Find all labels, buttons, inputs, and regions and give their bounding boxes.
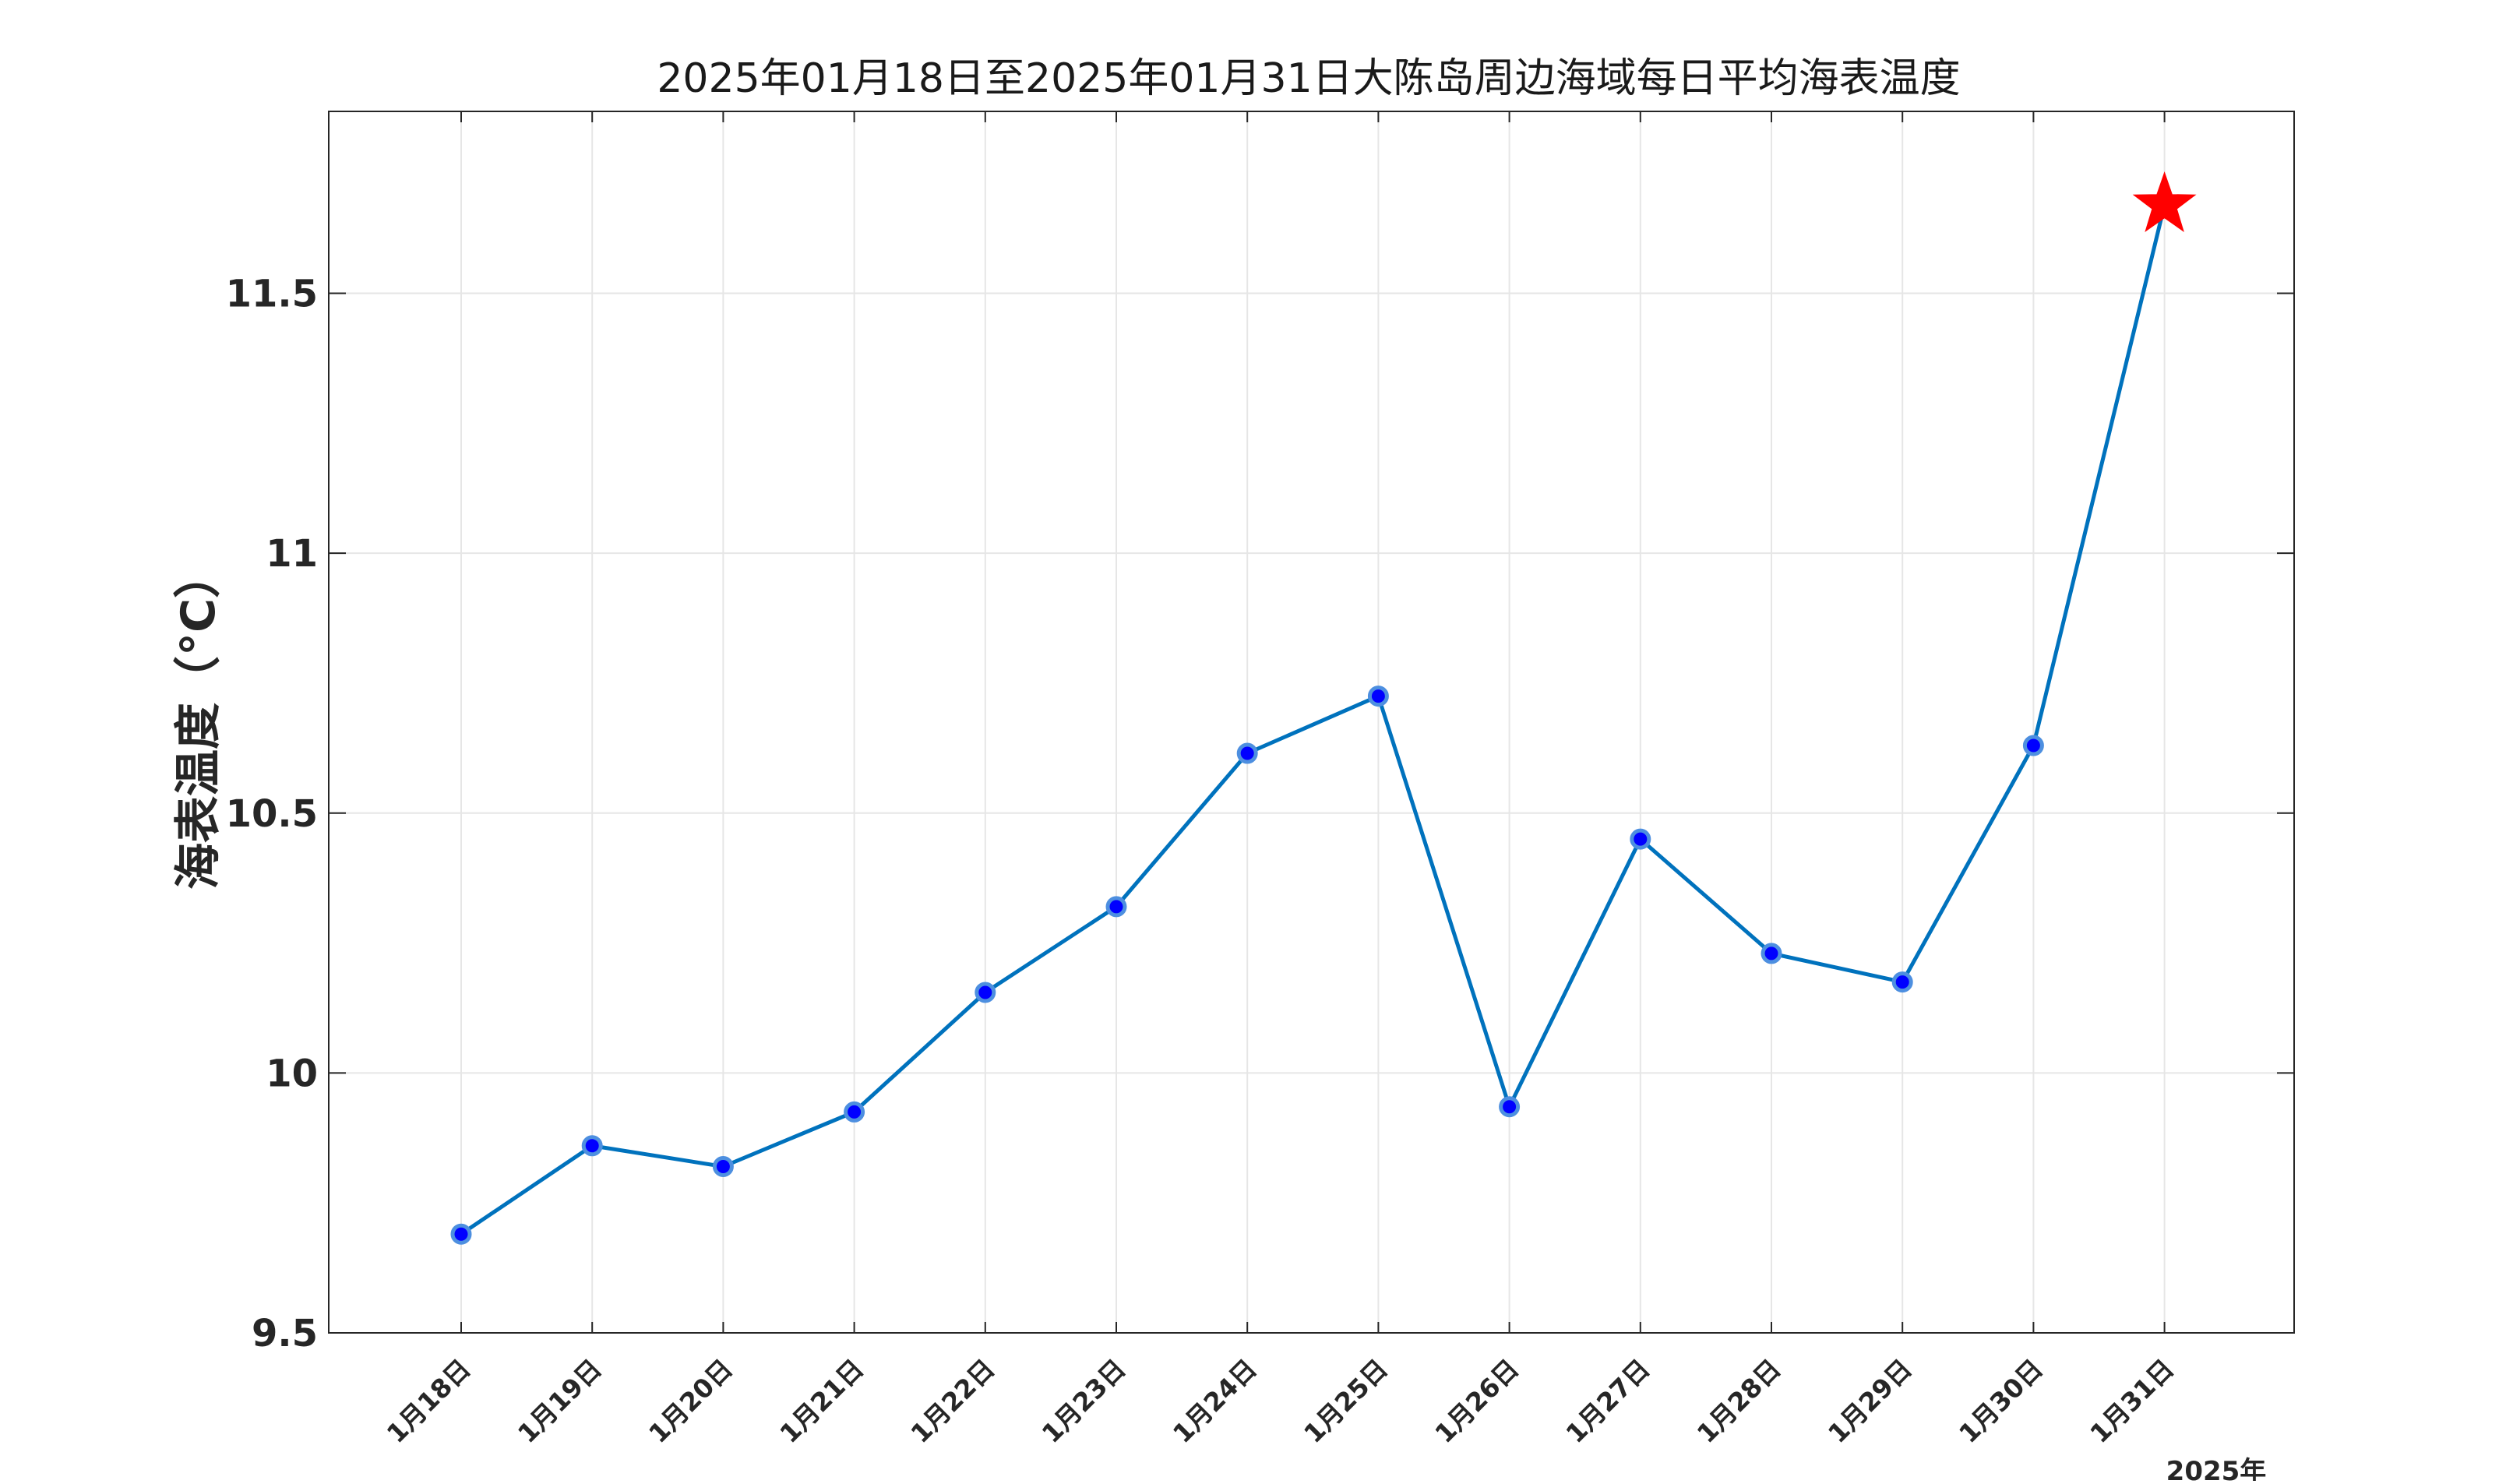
data-point	[975, 982, 996, 1003]
data-point	[1105, 896, 1127, 918]
data-point	[712, 1155, 734, 1177]
series-line	[459, 203, 2167, 1236]
y-tick-label: 10	[266, 1052, 318, 1095]
data-point	[450, 1223, 472, 1245]
data-point	[1367, 686, 1389, 707]
y-tick-label: 10.5	[226, 792, 318, 836]
data-point	[1761, 943, 1782, 964]
data-point	[1891, 971, 1913, 993]
series-line-path	[459, 203, 2167, 1236]
data-point	[2022, 735, 2044, 756]
y-tick-label: 11.5	[226, 273, 318, 316]
data-point	[581, 1135, 603, 1157]
y-tick-label: 11	[266, 532, 318, 576]
series-markers	[450, 171, 2197, 1245]
y-axis-label: 海表温度（°C）	[171, 552, 226, 890]
chart-title: 2025年01月18日至2025年01月31日大陈岛周边海域每日平均海表温度	[657, 55, 1960, 102]
data-point	[844, 1101, 865, 1123]
data-point	[1630, 828, 1651, 850]
plot-frame	[328, 111, 2295, 1334]
x-axis-year-label: 2025年	[2166, 1456, 2267, 1481]
grid	[329, 111, 2294, 1334]
data-point	[1499, 1096, 1521, 1118]
data-point-star	[2132, 171, 2197, 232]
data-point	[1236, 742, 1258, 764]
y-tick-label: 9.5	[252, 1312, 318, 1355]
